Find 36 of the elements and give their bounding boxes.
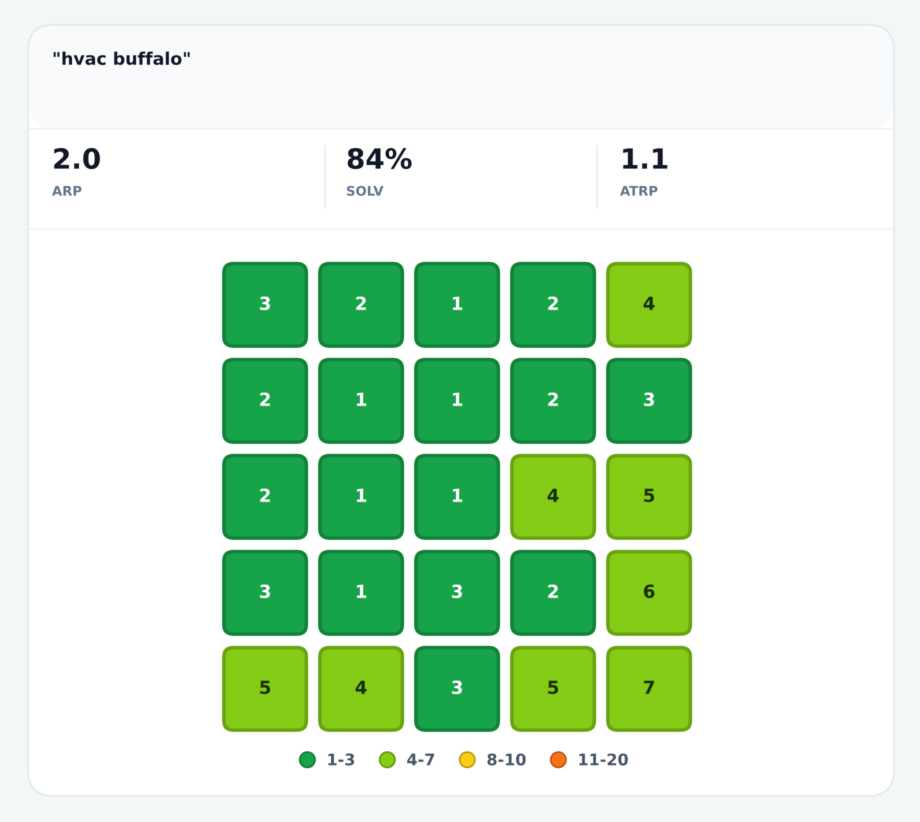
data-label: 6 (644, 584, 654, 598)
data-label: 3 (452, 584, 462, 598)
text: SOLV (346, 186, 384, 196)
data-label: 3 (644, 392, 654, 406)
data-label: 1 (356, 584, 366, 598)
data-label: 2 (548, 392, 558, 406)
text: ATRP (620, 186, 658, 196)
data-label: 3 (260, 296, 270, 310)
text: 1.1 (623, 148, 668, 169)
data-label: 3 (260, 584, 270, 598)
data-label: 1 (452, 392, 462, 406)
legend-label: 8-10 (487, 753, 526, 766)
data-label: 3 (452, 680, 462, 694)
data-label: 7 (644, 680, 654, 694)
data-label: 2 (260, 488, 270, 502)
data-label: 5 (260, 680, 270, 694)
data-label: 2 (356, 296, 366, 310)
data-label: 4 (644, 296, 655, 310)
data-label: 2 (548, 296, 558, 310)
data-label: 2 (260, 392, 270, 406)
data-label: 4 (548, 488, 559, 502)
legend-label: 4-7 (407, 754, 434, 766)
data-label: 1 (452, 296, 462, 310)
data-label: 4 (356, 680, 367, 694)
text: 84% (348, 148, 412, 170)
legend-label: 11-20 (579, 753, 628, 766)
legend-label: 1-3 (328, 753, 354, 766)
data-label: 5 (548, 680, 558, 694)
data-label: 5 (644, 488, 654, 502)
text: ARP (52, 186, 82, 196)
text: "hvac buffalo" (54, 52, 190, 66)
text: 2.0 (54, 148, 100, 170)
data-label: 1 (356, 392, 366, 406)
data-label: 1 (356, 488, 366, 502)
data-label: 1 (452, 488, 462, 502)
data-label: 2 (548, 584, 558, 598)
